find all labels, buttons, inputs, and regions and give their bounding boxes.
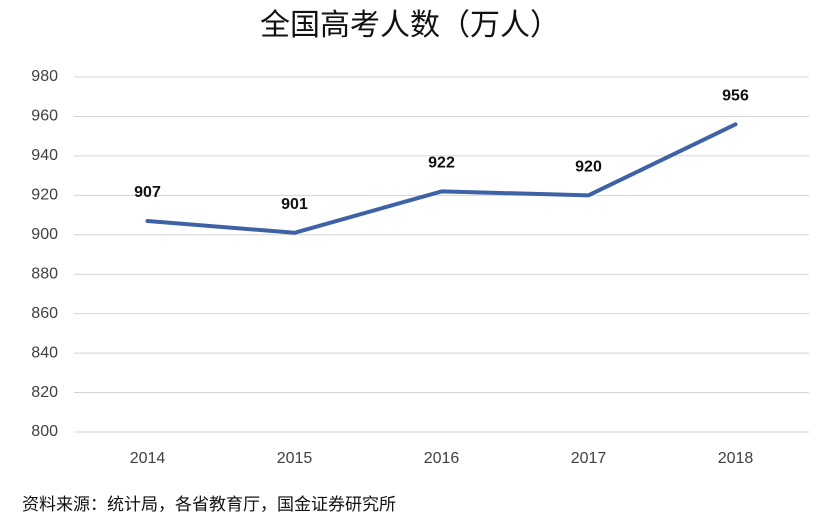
data-label: 901 <box>281 196 308 213</box>
x-tick-label: 2014 <box>130 450 166 467</box>
data-label: 956 <box>722 88 749 105</box>
x-tick-label: 2018 <box>718 450 754 467</box>
data-line <box>145 122 738 235</box>
y-tick-label: 860 <box>31 305 58 322</box>
y-tick-label: 800 <box>31 423 58 440</box>
y-tick-label: 840 <box>31 344 58 361</box>
x-tick-label: 2015 <box>277 450 313 467</box>
y-tick-label: 900 <box>31 226 58 243</box>
y-tick-label: 960 <box>31 108 58 125</box>
data-label: 920 <box>575 159 602 176</box>
chart-title: 全国高考人数（万人） <box>260 9 560 42</box>
y-tick-label: 980 <box>31 68 58 85</box>
x-tick-label: 2017 <box>571 450 607 467</box>
data-label: 922 <box>428 155 455 172</box>
y-tick-label: 940 <box>31 147 58 164</box>
y-tick-label: 880 <box>31 265 58 282</box>
data-label: 907 <box>134 184 161 201</box>
y-tick-label: 920 <box>31 187 58 204</box>
x-tick-label: 2016 <box>424 450 460 467</box>
y-tick-label: 820 <box>31 384 58 401</box>
source-note: 资料来源：统计局，各省教育厅，国金证券研究所 <box>22 495 396 514</box>
